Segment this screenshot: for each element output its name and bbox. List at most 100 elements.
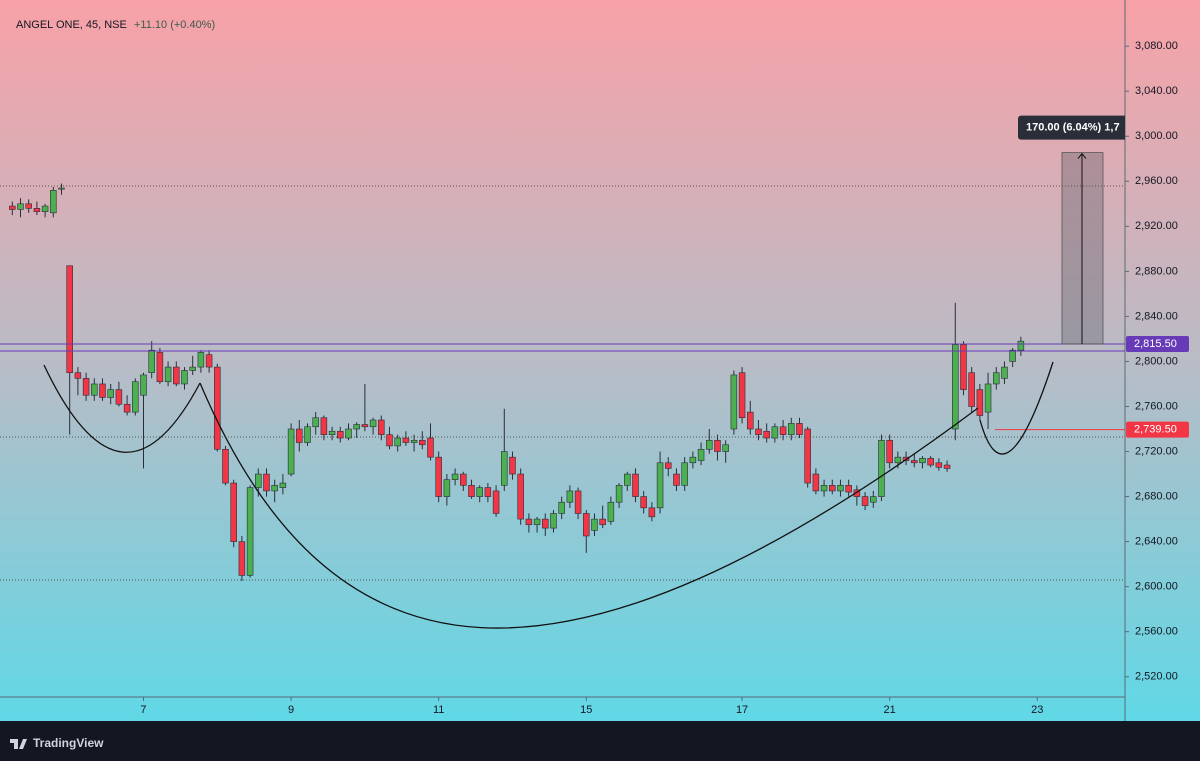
candle-body: [730, 374, 738, 430]
candle-body: [320, 417, 328, 435]
candle-body: [763, 430, 770, 439]
candle-body: [279, 482, 287, 488]
candle-body: [230, 482, 237, 542]
candle-body: [632, 473, 639, 497]
candle-body: [246, 487, 254, 576]
candle-body: [894, 456, 902, 464]
candle-body: [50, 189, 57, 214]
candle-body: [542, 518, 549, 529]
candle-body: [976, 389, 984, 416]
candle-body: [345, 428, 352, 439]
candle-body: [747, 411, 754, 430]
candle-body: [369, 419, 377, 428]
candle-body: [952, 344, 959, 430]
y-tick-label: 2,680.00: [1135, 490, 1178, 502]
y-tick-label: 2,640.00: [1135, 536, 1178, 548]
candle-body: [706, 439, 713, 450]
candle-body: [41, 205, 49, 212]
candle-body: [755, 428, 762, 435]
x-tick-label: 23: [1031, 704, 1043, 716]
candle-body: [1009, 349, 1016, 362]
candle-body: [599, 518, 606, 526]
candle-body: [222, 448, 229, 484]
candle-body: [738, 372, 746, 419]
logo-icon: [10, 739, 27, 749]
candle-body: [394, 437, 401, 447]
candle-body: [779, 426, 787, 435]
measure-label-box: [1018, 115, 1125, 140]
candle-body: [845, 485, 852, 493]
candle-body: [123, 403, 131, 413]
candle-body: [935, 462, 943, 468]
y-tick-label: 2,720.00: [1135, 445, 1178, 457]
chart-change: +11.10 (+0.40%): [134, 19, 215, 31]
candle-body: [829, 485, 836, 492]
y-tick-label: 2,600.00: [1135, 581, 1178, 593]
cup-and-handle-drawing: [43, 361, 1054, 629]
candle-body: [943, 464, 951, 469]
measure-label: 170.00 (6.04%) 1,7: [1026, 121, 1120, 133]
candle-body: [968, 372, 975, 407]
candle-body: [156, 352, 164, 383]
candle-body: [550, 513, 557, 529]
candle-body: [517, 473, 524, 520]
candle-body: [1001, 366, 1008, 379]
candle-body: [378, 419, 385, 435]
y-tick-label: 3,000.00: [1135, 130, 1178, 142]
candle-body: [296, 428, 303, 443]
candle-body: [919, 457, 926, 464]
candle-body: [148, 349, 155, 374]
x-tick-label: 17: [736, 704, 748, 716]
candle-body: [99, 383, 106, 398]
plot: 170.00 (6.04%) 1,7: [0, 115, 1125, 582]
candle-body: [574, 490, 582, 514]
y-tick-label: 2,880.00: [1135, 265, 1178, 277]
candle-body: [878, 439, 885, 497]
y-tick-label: 2,960.00: [1135, 175, 1178, 187]
measure-arrow-head: [1077, 152, 1087, 159]
candle-body: [33, 208, 41, 212]
candle-body: [788, 423, 795, 435]
candle-body: [533, 518, 541, 526]
price-label: 2,739.50: [1134, 423, 1177, 435]
candle-body: [173, 366, 180, 385]
chart-title: ANGEL ONE, 45, NSE: [16, 19, 127, 31]
candle-body: [25, 203, 32, 209]
candle-body: [132, 381, 139, 413]
candle-body: [624, 473, 631, 486]
candle-body: [66, 265, 73, 374]
y-tick-label: 2,800.00: [1135, 355, 1178, 367]
candle-body: [189, 366, 196, 371]
candle-body: [263, 473, 270, 492]
candle-body: [583, 513, 590, 537]
candle-body: [197, 352, 205, 368]
candle-body: [697, 448, 705, 461]
background: [0, 0, 1200, 721]
candle-body: [419, 439, 426, 446]
candle-body: [714, 439, 721, 452]
candle-body: [107, 389, 114, 398]
y-tick-label: 2,840.00: [1135, 310, 1178, 322]
y-tick-label: 2,520.00: [1135, 671, 1178, 683]
candle-body: [435, 456, 442, 497]
candle-body: [353, 424, 360, 430]
candle-body: [451, 473, 459, 480]
handle: [979, 361, 1054, 455]
candle-body: [591, 518, 598, 531]
candle-body: [476, 487, 483, 497]
candle-body: [460, 473, 467, 486]
y-tick-label: 2,920.00: [1135, 220, 1178, 232]
y-tick-label: 3,040.00: [1135, 85, 1178, 97]
candle-body: [271, 485, 278, 492]
candle-body: [820, 485, 828, 492]
candle-body: [861, 496, 869, 506]
cup: [199, 382, 979, 629]
candle-body: [312, 417, 319, 428]
candle-body: [558, 501, 565, 514]
candle-body: [164, 366, 172, 383]
candle-body: [870, 496, 877, 503]
candle-body: [427, 437, 434, 458]
candle-body: [796, 423, 803, 435]
x-tick-label: 7: [140, 704, 146, 716]
candle-body: [771, 426, 779, 439]
